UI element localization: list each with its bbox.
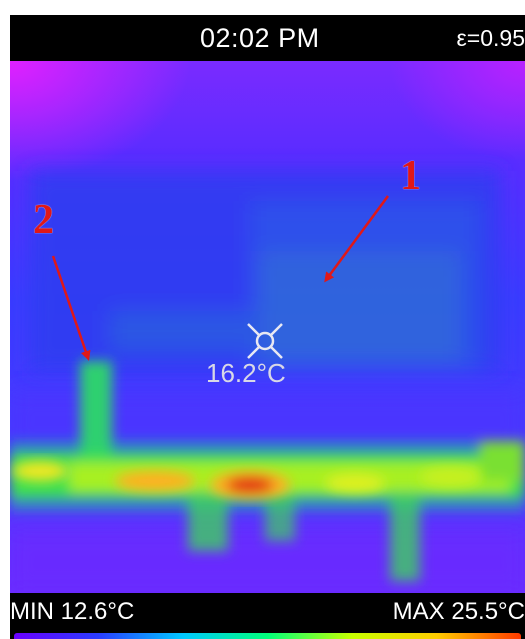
status-bar: 02:02 PM ε=0.95 xyxy=(10,15,525,61)
center-temperature: 16.2°C xyxy=(206,358,286,388)
clock-time: 02:02 PM xyxy=(200,23,320,53)
annotation-marker-1: 1 xyxy=(400,153,421,199)
temperature-range-bar: MIN 12.6°C MAX 25.5°C xyxy=(10,593,525,639)
color-palette-scale xyxy=(14,633,521,639)
thermal-heatmap xyxy=(10,61,525,593)
max-temperature: MAX 25.5°C xyxy=(392,598,525,625)
emissivity-value: ε=0.95 xyxy=(456,25,525,51)
annotation-marker-2: 2 xyxy=(33,197,54,243)
min-temperature: MIN 12.6°C xyxy=(10,598,135,625)
thermal-image xyxy=(10,61,525,593)
crosshair-icon xyxy=(247,323,283,359)
thermal-camera-screen: 02:02 PM ε=0.95 xyxy=(10,15,525,639)
